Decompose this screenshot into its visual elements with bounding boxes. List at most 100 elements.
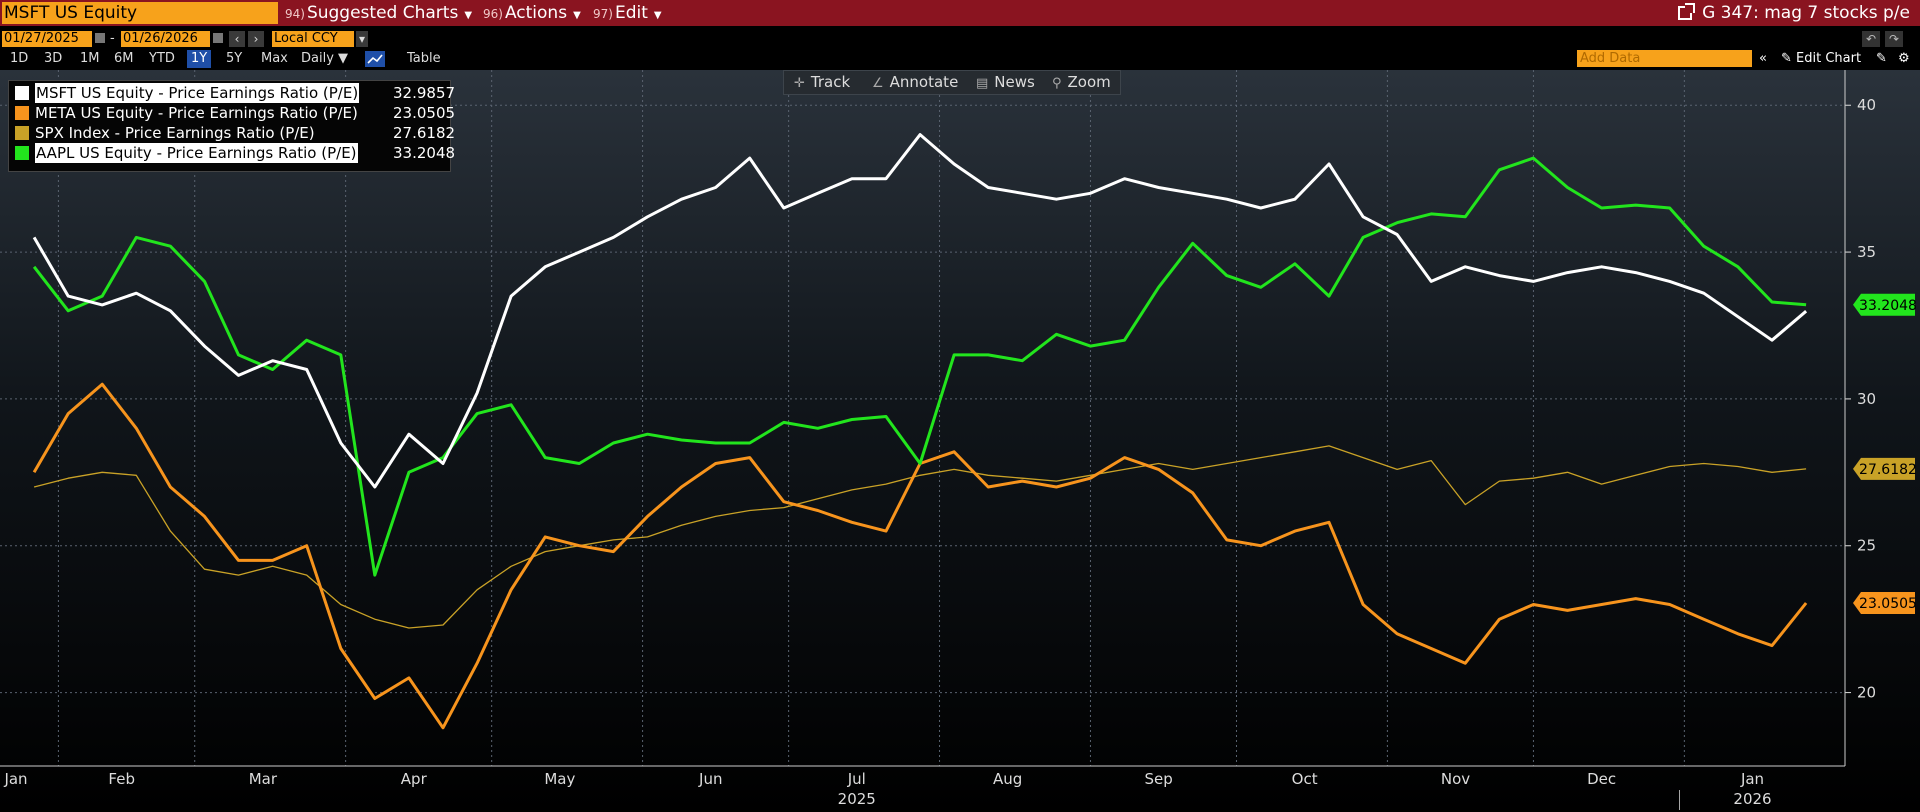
- value-tag-text: 27.6182: [1859, 462, 1917, 478]
- x-tick-label: Oct: [1292, 770, 1318, 788]
- suggested-charts-menu-number: 94): [285, 7, 305, 21]
- x-tick-label: Nov: [1441, 770, 1470, 788]
- redo-icon[interactable]: ↷: [1885, 31, 1903, 47]
- chevron-down-icon[interactable]: ▾: [356, 31, 368, 47]
- annotate-label: Annotate: [889, 73, 959, 91]
- annotate-icon: ∠: [872, 76, 884, 91]
- track-button[interactable]: ✛ Track: [794, 71, 850, 94]
- calendar-icon[interactable]: [213, 33, 223, 43]
- value-tag-shape: [1853, 293, 1915, 316]
- legend-value-meta: 23.0505: [393, 104, 456, 122]
- range-ytd-button[interactable]: YTD: [149, 51, 175, 66]
- annotate-button[interactable]: ∠ Annotate: [872, 71, 958, 94]
- actions-menu[interactable]: 96) Actions ▼: [483, 0, 581, 26]
- chevron-left-icon[interactable]: ‹: [229, 31, 245, 47]
- legend-label-msft: MSFT US Equity - Price Earnings Ratio (P…: [35, 83, 360, 103]
- range-3d-button[interactable]: 3D: [44, 51, 63, 66]
- legend-swatch-aapl: [15, 146, 29, 160]
- range-1m-button[interactable]: 1M: [80, 51, 100, 66]
- edit-chart-label: Edit Chart: [1796, 51, 1862, 66]
- zoom-label: Zoom: [1067, 73, 1111, 91]
- edit-menu[interactable]: 97) Edit ▼: [593, 0, 662, 26]
- y-tick-label: 25: [1857, 537, 1876, 555]
- x-tick-label: Apr: [401, 770, 428, 788]
- series-line-meta: [32, 382, 1808, 730]
- legend-label-meta: META US Equity - Price Earnings Ratio (P…: [35, 104, 358, 122]
- security-ticker-field[interactable]: MSFT US Equity: [2, 2, 278, 24]
- chart-legend[interactable]: MSFT US Equity - Price Earnings Ratio (P…: [8, 80, 455, 172]
- range-1d-button[interactable]: 1D: [10, 51, 29, 66]
- edit-menu-number: 97): [593, 7, 613, 21]
- range-row: 1D 3D 1M 6M YTD 1Y 5Y Max Daily ▼ Table …: [0, 50, 1920, 68]
- x-tick-label: May: [544, 770, 575, 788]
- calendar-icon[interactable]: [95, 33, 105, 43]
- news-button[interactable]: ▤ News: [976, 71, 1035, 94]
- suggested-charts-menu[interactable]: 94) Suggested Charts ▼: [285, 0, 472, 26]
- frequency-select[interactable]: Daily ▼: [301, 50, 348, 68]
- chevron-down-icon: ▼: [653, 10, 662, 21]
- y-tick-label: 30: [1857, 390, 1876, 408]
- x-tick-label: Jul: [847, 770, 866, 788]
- chart-toolbar: ✛ Track ∠ Annotate ▤ News ⚲ Zoom: [783, 70, 1121, 95]
- x-tick-label: Feb: [108, 770, 135, 788]
- table-button[interactable]: Table: [407, 51, 441, 66]
- currency-select[interactable]: Local CCY: [272, 31, 354, 47]
- range-1y-button[interactable]: 1Y: [187, 50, 212, 68]
- x-tick-label: Mar: [249, 770, 278, 788]
- grid-lines: [0, 70, 1845, 766]
- legend-label-spx: SPX Index - Price Earnings Ratio (P/E): [35, 124, 315, 142]
- external-link-icon[interactable]: [1678, 3, 1696, 20]
- value-tag-text: 23.0505: [1859, 596, 1917, 612]
- add-data-input[interactable]: Add Data: [1577, 50, 1752, 67]
- collapse-icon[interactable]: «: [1759, 51, 1767, 66]
- x-tick-label: Jan: [1740, 770, 1764, 788]
- triangle-down-icon: ▼: [338, 51, 349, 66]
- start-date-field[interactable]: 01/27/2025: [2, 31, 92, 47]
- edit-chart-button[interactable]: ✎ Edit Chart: [1781, 50, 1861, 68]
- value-tag-meta: 23.0505: [1853, 591, 1917, 614]
- series-line-msft: [32, 133, 1808, 489]
- x-tick-label: Jun: [698, 770, 722, 788]
- legend-label-aapl: AAPL US Equity - Price Earnings Ratio (P…: [35, 143, 358, 163]
- edit-icon[interactable]: ✎: [1876, 51, 1887, 66]
- date-separator: -: [110, 31, 115, 46]
- x-tick-label: Dec: [1587, 770, 1616, 788]
- frequency-label: Daily: [301, 51, 334, 66]
- value-tag-shape: [1853, 457, 1915, 480]
- x-tick-label: Jan: [3, 770, 27, 788]
- legend-swatch-meta: [15, 106, 29, 120]
- zoom-button[interactable]: ⚲ Zoom: [1052, 71, 1111, 94]
- actions-menu-label: Actions: [504, 3, 568, 23]
- graph-title[interactable]: G 347: mag 7 stocks p/e: [1678, 0, 1910, 26]
- line-chart-icon[interactable]: [365, 51, 385, 67]
- graph-title-text: G 347: mag 7 stocks p/e: [1702, 3, 1910, 23]
- news-icon: ▤: [976, 76, 989, 91]
- date-range-row: 01/27/2025 - 01/26/2026 ‹ › Local CCY ▾ …: [0, 30, 1920, 48]
- series-line-aapl: [32, 156, 1807, 577]
- value-tag-spx: 27.6182: [1853, 457, 1917, 480]
- news-label: News: [994, 73, 1035, 91]
- range-5y-button[interactable]: 5Y: [226, 51, 243, 66]
- end-date-field[interactable]: 01/26/2026: [121, 31, 210, 47]
- range-6m-button[interactable]: 6M: [114, 51, 134, 66]
- chart-area: [0, 70, 1920, 812]
- legend-swatch-msft: [15, 86, 29, 100]
- x-tick-label: Aug: [993, 770, 1022, 788]
- range-max-button[interactable]: Max: [261, 51, 288, 66]
- gear-icon[interactable]: ⚙: [1898, 51, 1910, 66]
- y-tick-label: 35: [1857, 243, 1876, 261]
- year-label: 2026: [1733, 790, 1771, 808]
- chevron-down-icon: ▼: [464, 10, 473, 21]
- undo-icon[interactable]: ↶: [1862, 31, 1880, 47]
- actions-menu-number: 96): [483, 7, 503, 21]
- suggested-charts-menu-label: Suggested Charts: [306, 3, 459, 23]
- series-line-spx: [33, 445, 1807, 629]
- title-bar: MSFT US Equity 94) Suggested Charts ▼ 96) A…: [0, 0, 1920, 26]
- edit-menu-label: Edit: [614, 3, 648, 23]
- x-tick-label: Sep: [1144, 770, 1172, 788]
- chevron-right-icon[interactable]: ›: [248, 31, 264, 47]
- value-tag-aapl: 33.2048: [1853, 293, 1917, 316]
- y-tick-label: 40: [1857, 96, 1876, 114]
